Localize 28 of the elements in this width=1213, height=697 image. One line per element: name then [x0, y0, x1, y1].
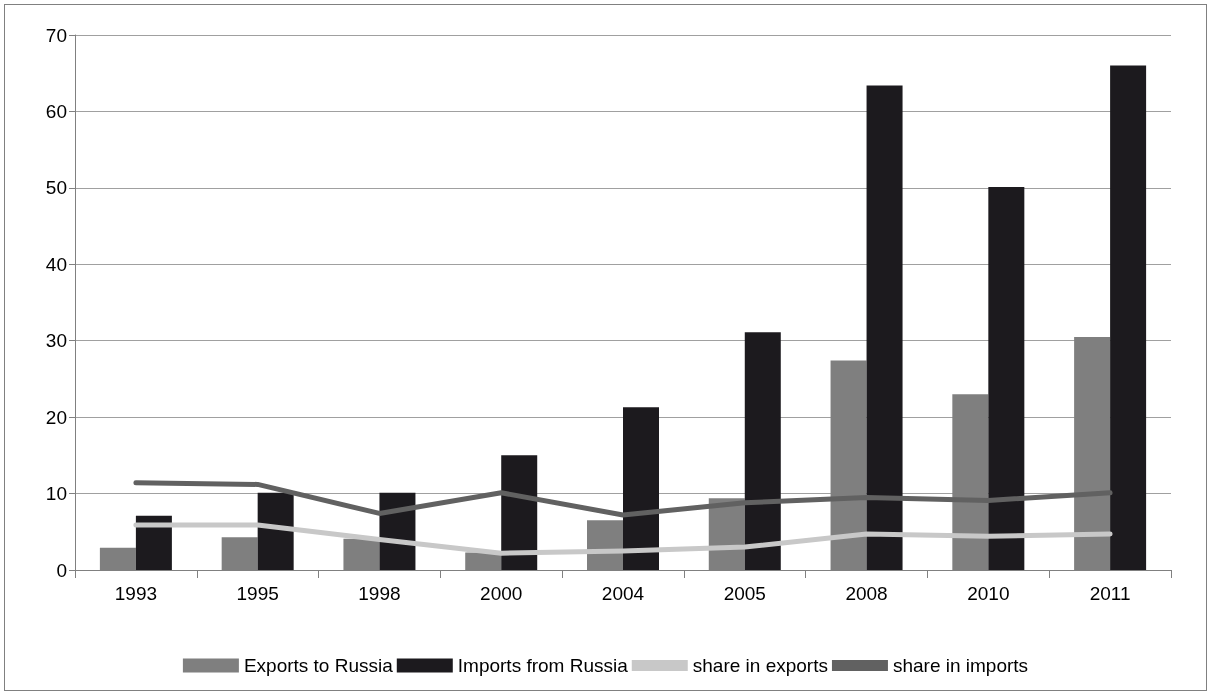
y-tick-label: 50 — [45, 177, 67, 199]
bar — [744, 332, 781, 570]
x-tick-label: 2010 — [967, 583, 1010, 604]
y-tick-label: 70 — [45, 24, 67, 46]
bar — [257, 492, 294, 570]
x-tick-label: 2004 — [601, 583, 645, 604]
legend-label: share in imports — [892, 655, 1029, 676]
y-tick-label: 40 — [45, 253, 67, 275]
legend-label: share in exports — [692, 655, 828, 676]
bar — [866, 85, 903, 570]
y-tick-label: 20 — [45, 406, 67, 428]
x-tick-label: 2008 — [845, 583, 888, 604]
y-tick-label: 30 — [45, 330, 67, 352]
x-tick-label: 2011 — [1089, 583, 1131, 604]
x-tick-label: 1998 — [358, 583, 401, 604]
legend-label: Imports from Russia — [457, 655, 629, 676]
x-tick-label: 1993 — [114, 583, 158, 604]
bar — [135, 515, 172, 570]
bar — [988, 187, 1025, 570]
y-tick-label: 10 — [45, 483, 67, 505]
x-tick-label: 2005 — [723, 583, 766, 604]
legend-label: Exports to Russia — [243, 655, 394, 676]
x-tick-label: 2000 — [480, 583, 523, 604]
bar — [623, 407, 659, 570]
bar — [1110, 65, 1147, 570]
y-tick-label: 60 — [45, 100, 67, 122]
x-tick-label: 1995 — [236, 583, 279, 604]
y-tick-label: 0 — [56, 559, 67, 581]
